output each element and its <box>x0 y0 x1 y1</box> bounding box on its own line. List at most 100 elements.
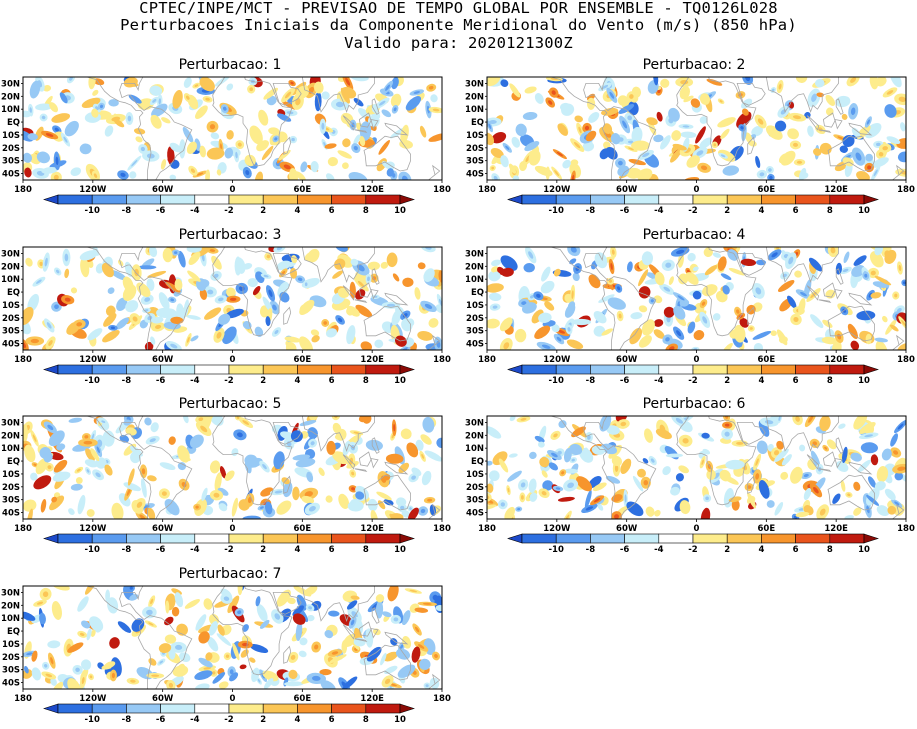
lat-label: 20S <box>2 144 20 154</box>
field-blob <box>524 141 540 152</box>
coastline <box>283 475 292 494</box>
field-blob <box>39 612 46 625</box>
field-blob-core <box>93 173 98 178</box>
field-blob <box>265 316 271 327</box>
field-blob <box>346 307 355 316</box>
field-blob <box>227 595 240 614</box>
colorbar-label: 8 <box>363 715 369 725</box>
field-blob <box>161 117 171 124</box>
field-blob <box>116 297 128 311</box>
field-blob <box>720 273 732 281</box>
field-blob <box>81 97 101 109</box>
field-blob <box>147 507 156 519</box>
field-blob <box>605 475 621 484</box>
map-svg: 30N 20N 10N EQ 10S 20S 30S 40S 180 120W 60W 0 60E 120… <box>1 585 451 725</box>
field-blob-core <box>195 505 199 509</box>
field-blob-core <box>47 465 52 470</box>
coastline <box>371 98 380 115</box>
field-blob-core <box>894 293 898 298</box>
field-blob-core <box>44 664 48 668</box>
field-blob-core <box>400 505 405 510</box>
field-blob <box>491 259 501 267</box>
field-blob-core <box>793 316 799 323</box>
panel-title: Perturbacao: 6 <box>642 396 746 412</box>
colorbar-label: -10 <box>85 545 100 555</box>
field-blob <box>102 330 120 343</box>
field-blob <box>160 159 167 170</box>
field-blob <box>699 93 711 105</box>
lon-label: 0 <box>694 355 700 365</box>
field-blob <box>49 102 59 113</box>
field-blob <box>488 470 500 482</box>
field-blob <box>874 481 886 491</box>
colorbar-label: 6 <box>329 376 335 386</box>
lat-label: EQ <box>7 627 20 637</box>
field-blob-core <box>101 420 106 423</box>
lat-label: 30N <box>465 418 484 428</box>
field-blob-core <box>824 446 828 450</box>
field-blob <box>23 424 28 444</box>
colorbar: -10 -8 -6 -4 -2 2 4 6 8 10 <box>43 703 415 725</box>
field-blob <box>146 278 155 291</box>
field-blob <box>115 317 129 330</box>
field-blob <box>722 342 733 350</box>
coastline <box>283 645 292 664</box>
field-blob <box>199 77 215 92</box>
field-blob <box>292 486 300 501</box>
field-blob <box>353 134 361 146</box>
field-blob <box>342 676 358 689</box>
field-blob <box>742 108 749 116</box>
coastline <box>834 118 843 130</box>
coastline <box>358 451 372 467</box>
field-blob <box>890 433 898 447</box>
field-blob <box>56 443 66 451</box>
field-blob-core <box>146 153 155 159</box>
field-blob <box>563 447 572 463</box>
field-blob-core <box>864 434 874 438</box>
panel-title: Perturbacao: 1 <box>178 57 282 73</box>
field-blob <box>273 451 285 470</box>
field-blob <box>261 145 274 161</box>
coastline <box>806 115 820 131</box>
field-blob-core <box>367 276 370 282</box>
field-blob-core <box>819 508 826 516</box>
field-blob-core <box>237 142 242 147</box>
map-panel: Perturbacao: 1 30N 20N 10N EQ 10S 20S 30S 40S 180… <box>0 0 460 216</box>
colorbar-label: 8 <box>363 206 369 216</box>
field-blob <box>884 249 897 264</box>
colorbar-label: 4 <box>758 206 764 216</box>
field-blob <box>104 464 113 476</box>
field-blob-core <box>759 172 765 177</box>
lon-label: 60E <box>294 524 312 534</box>
field-blob-core <box>811 93 817 102</box>
field-blob <box>610 133 621 145</box>
field-blob-core <box>401 175 408 180</box>
field-blob <box>867 476 877 488</box>
coastline <box>354 129 368 134</box>
field-blob-core <box>196 172 204 176</box>
field-blob-core <box>172 162 177 167</box>
field-blob <box>897 151 906 163</box>
colorbar-label: 10 <box>858 206 870 216</box>
field-blob <box>319 668 332 676</box>
coastline <box>848 292 873 306</box>
field-blob-core <box>898 96 906 102</box>
lat-label: 20N <box>1 92 20 102</box>
field-blob <box>341 640 348 654</box>
field-blob <box>670 486 680 496</box>
field-blob <box>679 500 691 515</box>
colorbar-label: -6 <box>620 545 630 555</box>
coastline <box>272 592 302 615</box>
field-blob <box>169 174 177 180</box>
lat-label: 30N <box>1 418 20 428</box>
colorbar-label: 4 <box>294 376 300 386</box>
field-blob <box>216 633 232 646</box>
field-blob-core <box>209 249 216 252</box>
lon-label: 0 <box>230 524 236 534</box>
field-blob <box>890 324 899 332</box>
field-blob-core <box>841 147 846 151</box>
field-blob-core <box>795 416 800 422</box>
field-blob <box>127 468 135 486</box>
field-blob-core <box>205 97 210 101</box>
field-blob <box>544 301 555 311</box>
